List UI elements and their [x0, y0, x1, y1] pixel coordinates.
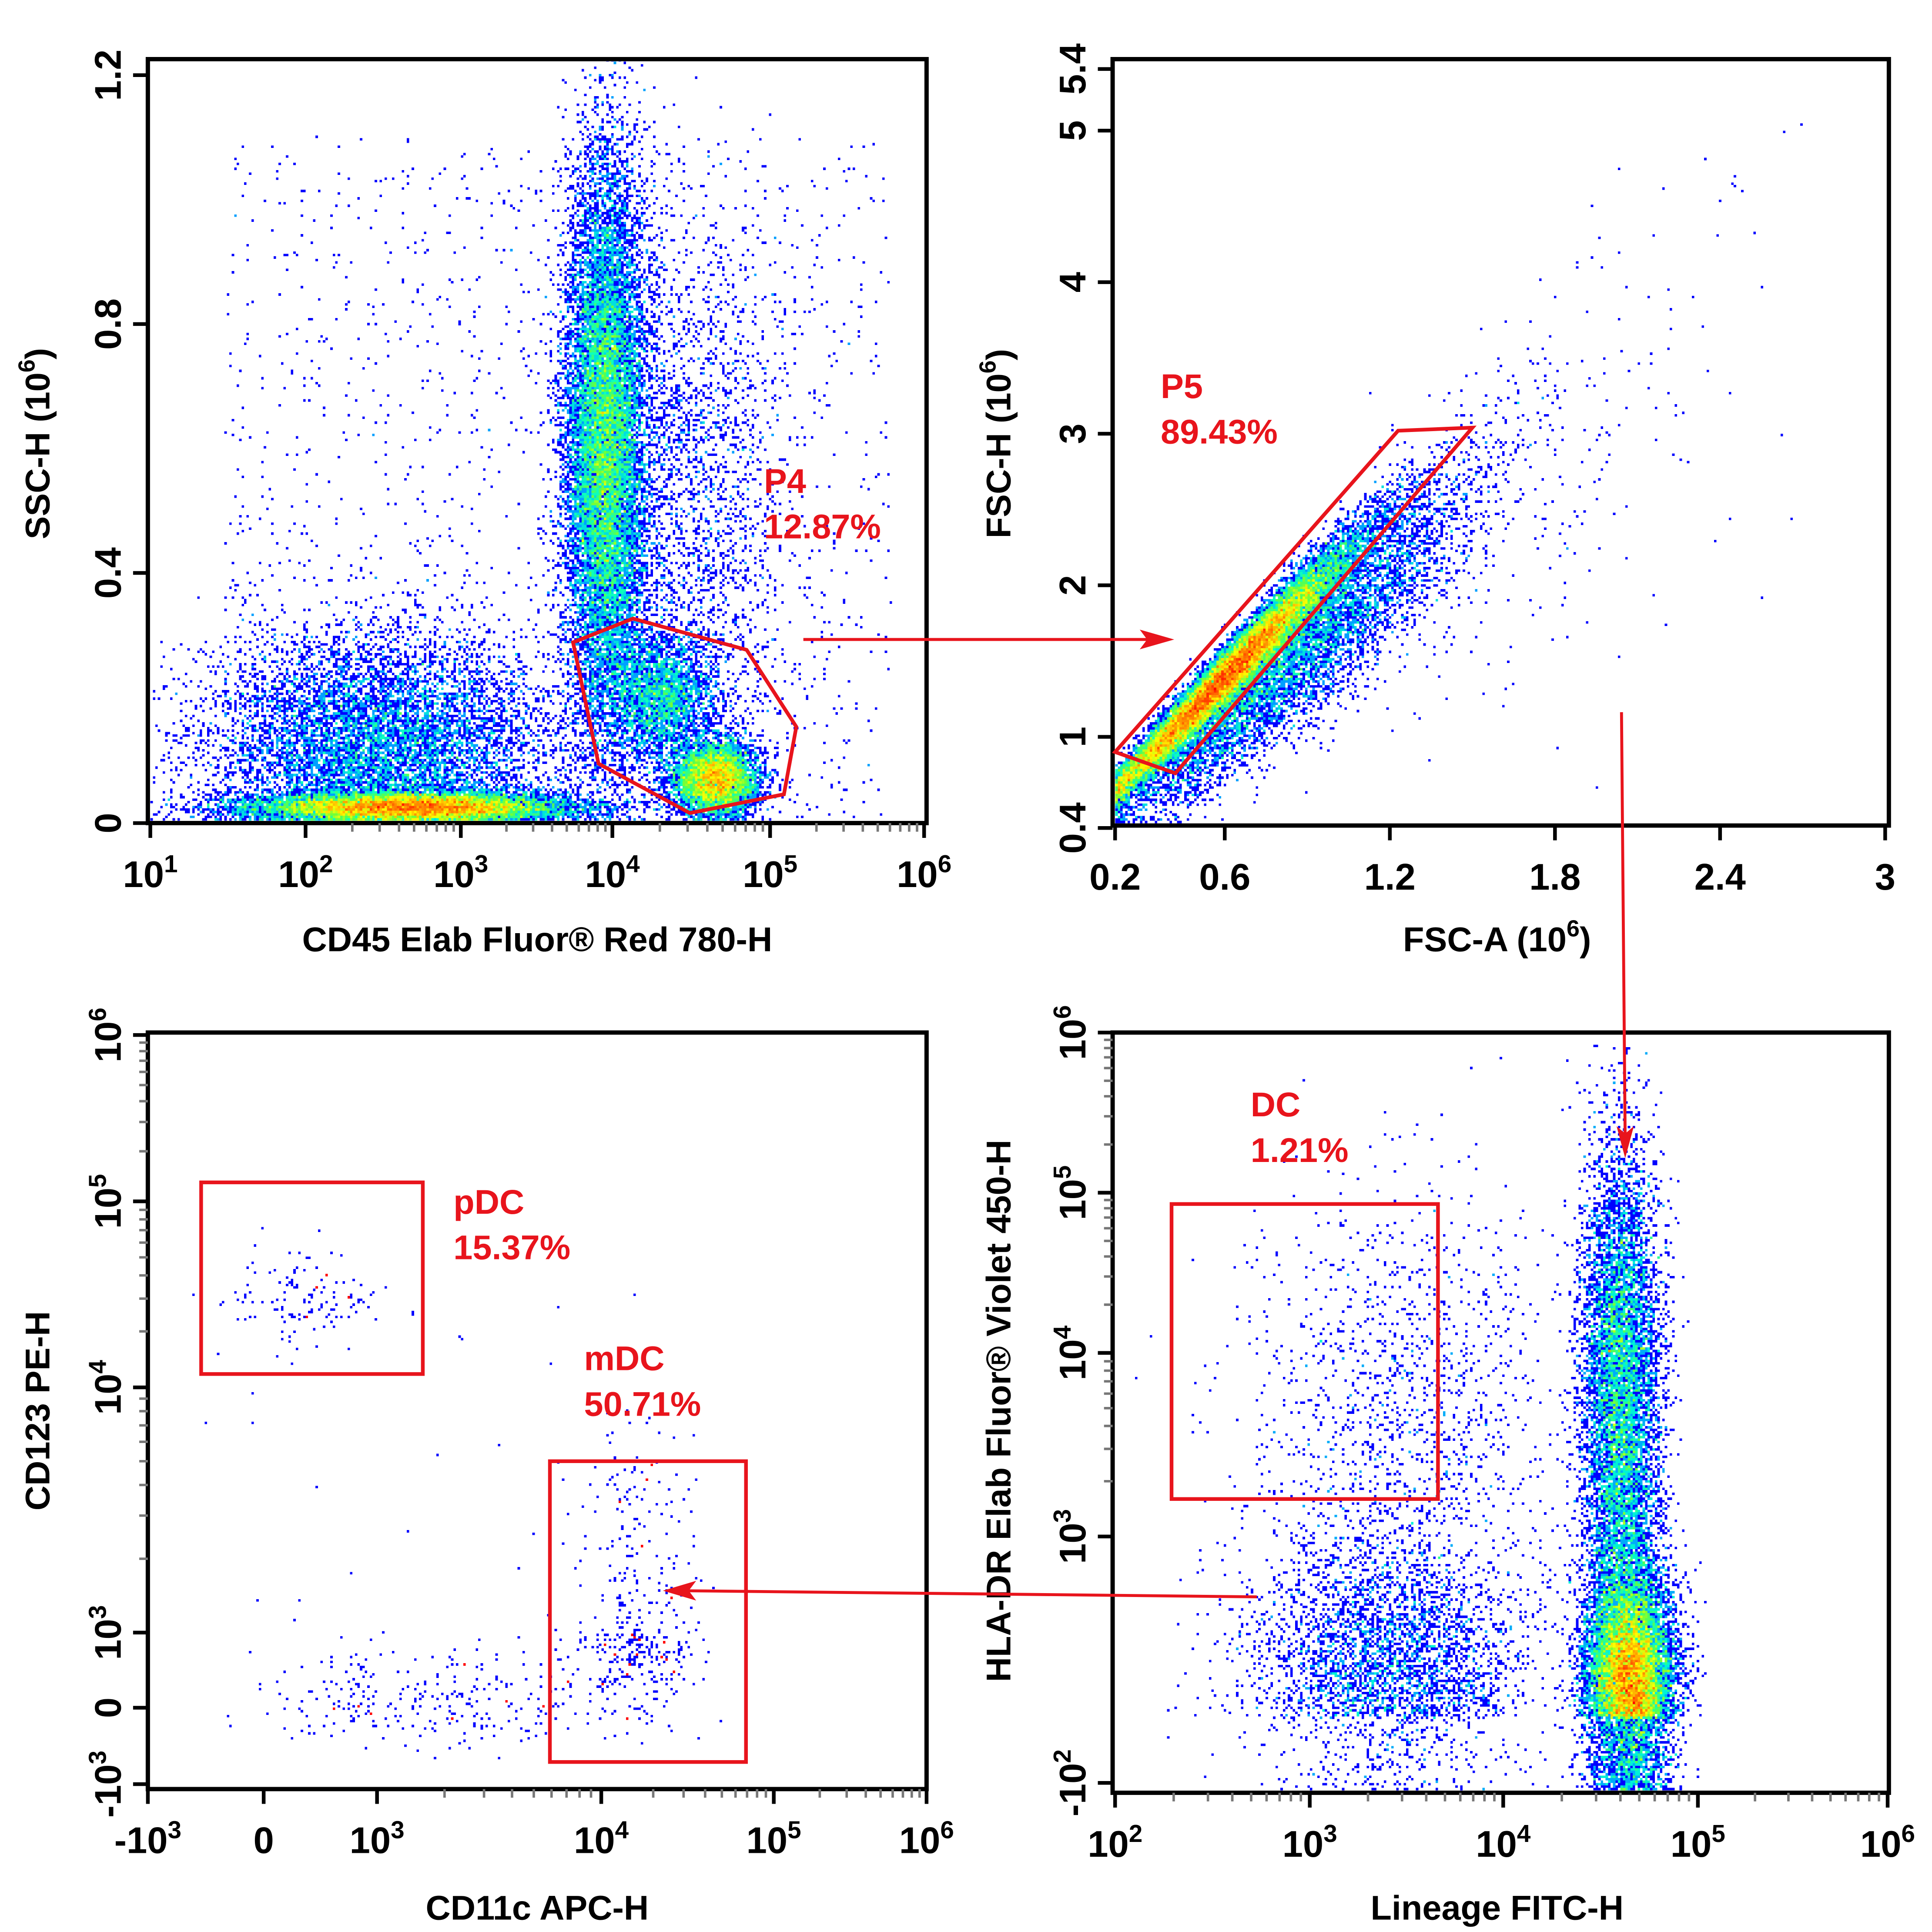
y-tick-label: -102: [1049, 1749, 1094, 1816]
arrowhead-icon: [1616, 1126, 1634, 1159]
gate-polygon[interactable]: [571, 616, 798, 815]
plot-frame: [145, 1030, 929, 1791]
y-tick-label: 105: [84, 1174, 129, 1229]
gate-percent-label: 1.21%: [1251, 1131, 1349, 1169]
y-tick-label: 105: [1049, 1165, 1094, 1220]
panel-br: 102 103 104 105 106 -102 103 104 105 106 Lineage F…: [979, 1005, 1915, 1927]
x-axis-label: FSC-A (106): [1403, 916, 1591, 959]
y-tick-label: 4: [1052, 272, 1094, 292]
gate-rect[interactable]: [1169, 1202, 1440, 1501]
y-tick-label: 2: [1052, 575, 1094, 596]
x-tick-label: 102: [278, 850, 333, 895]
density-plot-br: [1112, 1032, 1889, 1793]
y-axis-label: SSC-H (106): [13, 348, 57, 539]
plot-frame: [1110, 1030, 1891, 1795]
x-tick-label: 105: [747, 1817, 801, 1862]
x-axis-label: Lineage FITC-H: [1370, 1888, 1624, 1927]
gate-rect[interactable]: [199, 1180, 425, 1376]
x-tick-label: 0.2: [1089, 857, 1141, 898]
density-plot-bl: [147, 1032, 927, 1789]
x-tick-label: 2.4: [1694, 857, 1746, 898]
gate-percent-label: 89.43%: [1161, 412, 1278, 451]
y-tick-label: -103: [84, 1751, 129, 1818]
y-tick-label: 0: [88, 1698, 129, 1718]
y-axis-label: CD123 PE-H: [18, 1311, 57, 1510]
gate-name-label: mDC: [584, 1339, 664, 1377]
gate-polygon[interactable]: [1112, 425, 1477, 776]
arrowhead-icon: [1139, 629, 1175, 650]
plot-frame: [1110, 57, 1891, 828]
y-tick-label: 103: [1049, 1509, 1094, 1564]
arrow-dc-to-mdc: [680, 1589, 1257, 1599]
x-tick-label: 103: [350, 1817, 405, 1862]
x-tick-label: 102: [1088, 1820, 1142, 1865]
y-tick-label: 0: [88, 813, 129, 833]
plot-frame: [145, 57, 929, 825]
x-tick-label: 105: [1671, 1820, 1725, 1865]
gate-rect[interactable]: [548, 1459, 748, 1764]
x-tick-label: 3: [1875, 857, 1895, 898]
gate-name-label: DC: [1251, 1085, 1301, 1124]
gate-percent-label: 50.71%: [584, 1384, 701, 1423]
arrowhead-icon: [663, 1580, 696, 1601]
y-tick-label: 5: [1052, 121, 1094, 141]
x-tick-label: 104: [1476, 1820, 1531, 1865]
gate-p5[interactable]: P5 89.43%: [1112, 367, 1477, 776]
y-tick-label: 1: [1052, 727, 1094, 747]
panel-tr: 0.2 0.6 1.2 1.8 2.4 3 0.4 1 2 3 4 5 5.4 FSC-A (106) FS…: [974, 44, 1895, 959]
x-tick-label: 104: [574, 1817, 629, 1862]
y-tick-label: 106: [1049, 1005, 1094, 1060]
y-tick-label: 5.4: [1052, 44, 1094, 95]
y-axis-label: FSC-H (106): [974, 349, 1018, 538]
panel-bl: -103 0 103 104 105 106 -103 0 103 104 105 106 CD11c …: [18, 1008, 954, 1927]
density-plot-tl: [147, 59, 927, 823]
gate-pdc[interactable]: pDC 15.37%: [199, 1180, 570, 1376]
y-tick-label: 0.4: [88, 547, 129, 599]
gate-dc[interactable]: DC 1.21%: [1169, 1085, 1440, 1501]
gate-p4[interactable]: P4 12.87%: [571, 462, 881, 815]
y-tick-label: 106: [84, 1008, 129, 1062]
y-tick-label: 1.2: [88, 50, 129, 101]
gate-percent-label: 15.37%: [453, 1228, 570, 1267]
x-tick-label: 0: [253, 1820, 274, 1862]
y-tick-label: 103: [84, 1605, 129, 1660]
x-tick-label: 106: [1860, 1820, 1915, 1865]
x-tick-label: 101: [123, 850, 178, 895]
y-tick-label: 0.4: [1052, 802, 1094, 854]
x-tick-label: 1.8: [1529, 857, 1580, 898]
x-tick-label: 103: [433, 850, 488, 895]
x-tick-label: 0.6: [1199, 857, 1250, 898]
arrow-p5-to-dc: [1620, 712, 1627, 1144]
x-tick-label: 1.2: [1364, 857, 1416, 898]
gating-arrows: [663, 629, 1634, 1601]
x-tick-label: -103: [114, 1817, 181, 1862]
y-tick-label: 104: [84, 1360, 129, 1415]
x-tick-label: 103: [1282, 1820, 1337, 1865]
x-tick-label: 106: [899, 1817, 954, 1862]
x-tick-label: 105: [743, 850, 797, 895]
gate-percent-label: 12.87%: [764, 507, 881, 546]
gate-name-label: P4: [764, 462, 806, 500]
y-tick-label: 0.8: [88, 298, 129, 350]
x-tick-label: 106: [897, 850, 951, 895]
x-axis-label: CD45 Elab Fluor® Red 780-H: [302, 920, 773, 959]
x-tick-label: 104: [585, 850, 640, 895]
x-axis-label: CD11c APC-H: [426, 1888, 649, 1927]
y-axis-label: HLA-DR Elab Fluor® Violet 450-H: [979, 1140, 1018, 1682]
y-tick-label: 3: [1052, 423, 1094, 444]
gate-mdc[interactable]: mDC 50.71%: [548, 1339, 748, 1764]
gate-name-label: pDC: [453, 1182, 524, 1221]
panel-tl: 101 102 103 104 105 106 0 0.4 0.8 1.2 CD45 Elab Fl…: [13, 50, 951, 959]
gate-name-label: P5: [1161, 367, 1203, 405]
y-tick-label: 104: [1049, 1325, 1094, 1380]
